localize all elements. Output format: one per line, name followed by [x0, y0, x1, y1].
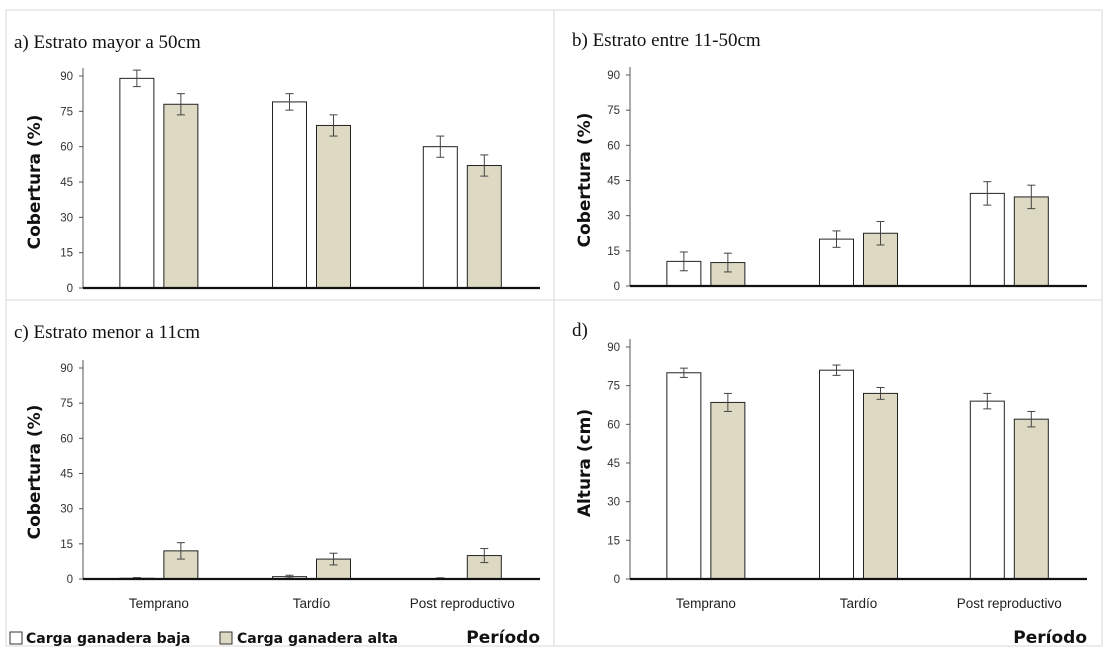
y-axis-label-a: Cobertura (%): [25, 115, 45, 250]
bar-d-s0-c2: [969, 400, 1005, 580]
y-tick-label-d: 75: [607, 381, 620, 393]
bar-a-s0-c1: [272, 101, 307, 289]
x-tick-label-c: Post reproductivo: [410, 596, 515, 611]
charts-layer: a) Estrato mayor a 50cm 0 15 30 45 60 75 90 Cobe…: [14, 30, 1087, 648]
y-tick-label-b: 75: [607, 105, 620, 117]
y-tick-label-b: 0: [614, 281, 620, 293]
y-tick-label-a: 90: [60, 71, 73, 83]
y-tick-label-a: 15: [60, 248, 73, 260]
bar-a-s1-c2: [466, 165, 502, 289]
y-tick-label-a: 0: [67, 283, 73, 295]
x-tick-label-d: Post reproductivo: [957, 596, 1062, 611]
y-tick-label-a: 60: [60, 142, 73, 154]
bar-a-s0-c2: [422, 146, 458, 289]
y-tick-label-b: 90: [607, 70, 620, 82]
y-tick-label-c: 0: [67, 574, 73, 586]
y-tick-label-c: 30: [60, 504, 73, 516]
legend: Carga ganadera baja Carga ganadera alta: [9, 631, 398, 647]
y-tick-label-c: 15: [60, 539, 73, 551]
x-tick-label-d: Temprano: [676, 596, 736, 611]
legend-label-alta: Carga ganadera alta: [237, 631, 398, 647]
bar-d-s0-c1: [819, 369, 854, 580]
y-axis-label-c: Cobertura (%): [25, 405, 45, 540]
bar-b-s1-c2: [1013, 196, 1049, 287]
y-tick-label-c: 90: [60, 363, 73, 375]
chart-title-d: d): [572, 320, 588, 341]
bar-d-s0-c0: [666, 372, 702, 580]
y-tick-label-d: 90: [607, 342, 620, 354]
bar-d-s1-c0: [710, 401, 746, 580]
y-axis-label-d: Altura (cm): [575, 409, 595, 517]
bar-b-s0-c2: [969, 192, 1005, 287]
y-tick-label-d: 60: [607, 419, 620, 431]
y-tick-label-d: 45: [607, 458, 620, 470]
x-axis-label-d: Período: [1013, 628, 1087, 648]
x-tick-label-c: Temprano: [129, 596, 189, 611]
y-tick-label-a: 75: [60, 106, 73, 118]
y-tick-label-c: 60: [60, 433, 73, 445]
panel-frame-d: [553, 299, 1103, 647]
bar-d-s1-c1: [863, 392, 898, 580]
y-tick-label-c: 75: [60, 398, 73, 410]
x-tick-label-c: Tardío: [293, 596, 331, 611]
y-tick-label-b: 30: [607, 211, 620, 223]
bar-a-s1-c0: [163, 103, 199, 289]
legend-swatch-alta: [219, 631, 233, 645]
x-axis-label-c: Período: [466, 628, 540, 648]
chart-title-a: a) Estrato mayor a 50cm: [14, 32, 201, 53]
y-tick-label-d: 0: [614, 574, 620, 586]
chart-title-c: c) Estrato menor a 11cm: [14, 322, 200, 343]
legend-swatch-baja: [9, 631, 23, 645]
y-tick-label-b: 15: [607, 246, 620, 258]
bar-a-s1-c1: [316, 124, 351, 289]
bar-d-s1-c2: [1013, 418, 1049, 580]
y-axis-label-b: Cobertura (%): [575, 113, 595, 248]
y-tick-label-b: 45: [607, 176, 620, 188]
bar-a-s0-c0: [119, 77, 155, 289]
y-tick-label-d: 30: [607, 497, 620, 509]
x-tick-label-d: Tardío: [840, 596, 878, 611]
y-tick-label-a: 45: [60, 177, 73, 189]
chart-title-b: b) Estrato entre 11-50cm: [572, 30, 761, 51]
y-tick-label-a: 30: [60, 212, 73, 224]
y-tick-label-c: 45: [60, 469, 73, 481]
y-tick-label-b: 60: [607, 140, 620, 152]
legend-label-baja: Carga ganadera baja: [26, 631, 190, 647]
panel-frame-c: [5, 299, 555, 647]
y-tick-label-d: 15: [607, 535, 620, 547]
